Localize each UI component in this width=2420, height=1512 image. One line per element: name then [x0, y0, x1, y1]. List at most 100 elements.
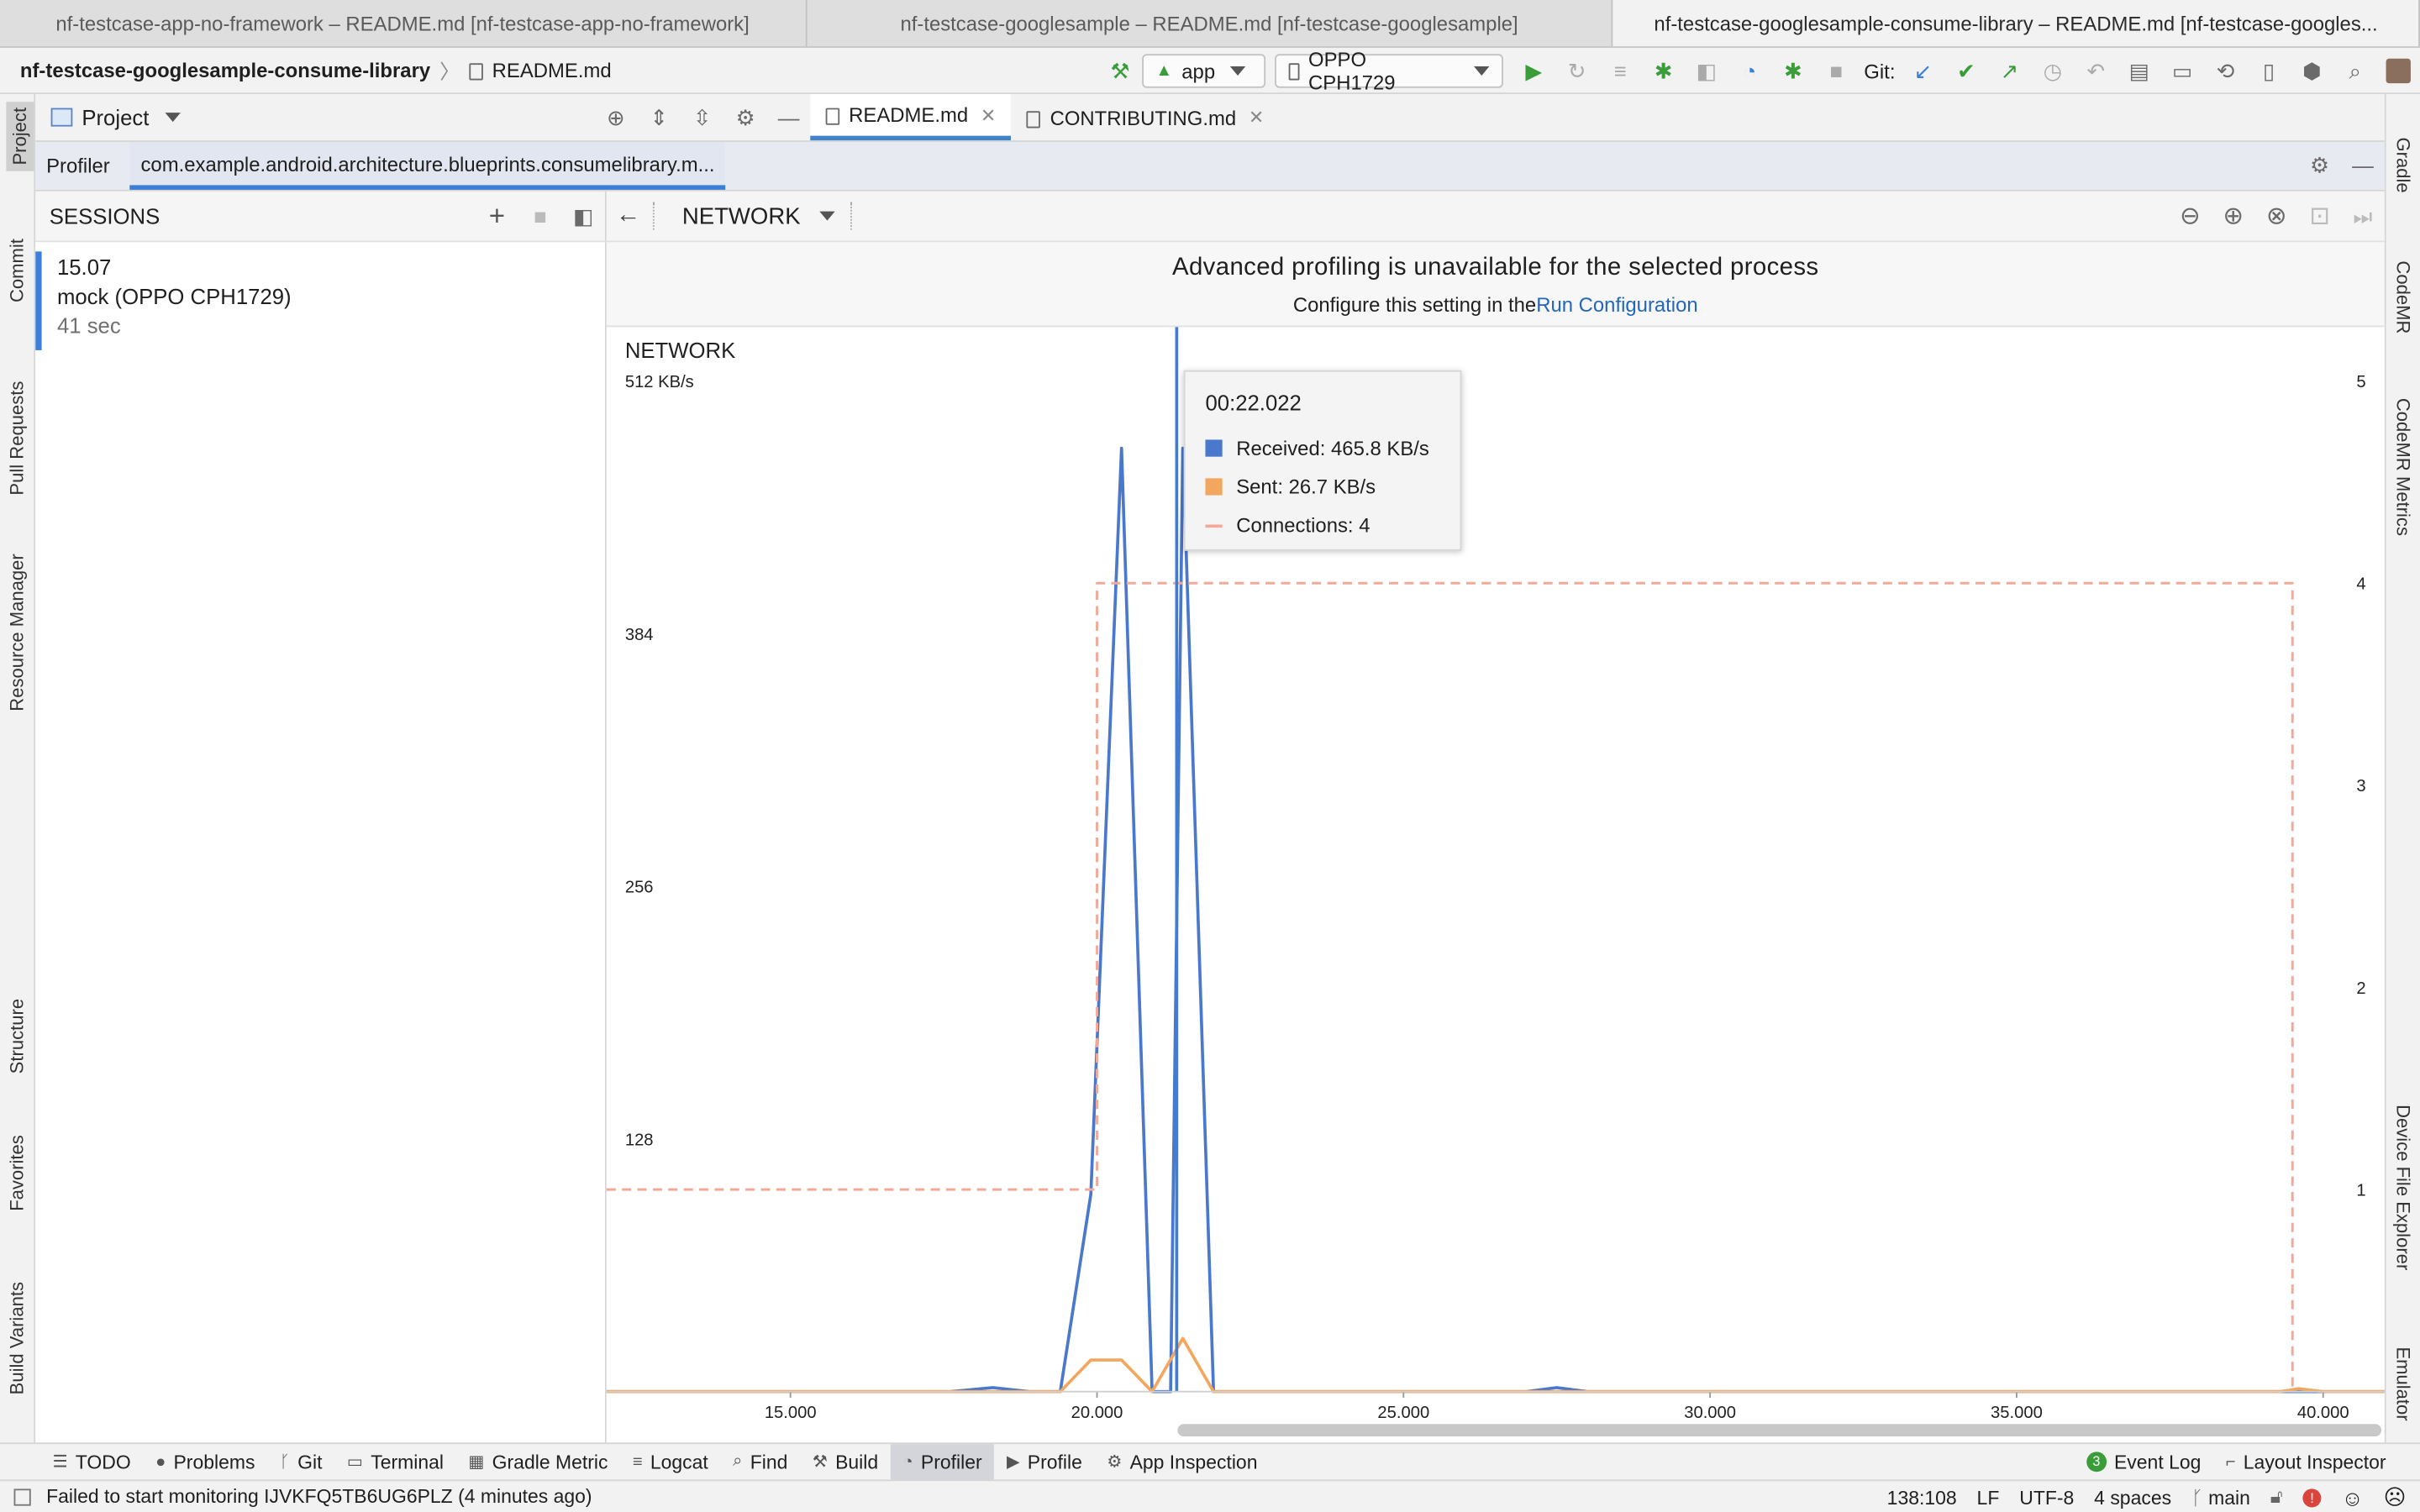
git-rollback-icon[interactable]: ↶ [2086, 57, 2106, 83]
window-tab-3[interactable]: nf-testcase-googlesample-consume-library… [1612, 0, 2420, 47]
side-tab-emulator[interactable]: Emulator [2391, 1347, 2414, 1421]
side-tab-pull-requests[interactable]: Pull Requests [6, 381, 29, 496]
run-icon[interactable]: ▶ [1525, 57, 1543, 83]
sync-gradle-icon[interactable]: ⟲ [2216, 57, 2235, 83]
sad-feedback-icon[interactable]: ☹ [2383, 1483, 2407, 1509]
avd-manager-icon[interactable]: ▯ [2262, 57, 2275, 83]
happy-feedback-icon[interactable]: ☺ [2341, 1484, 2364, 1510]
project-pane-header: Project ⊕ ⇕ ⇳ ⚙ — [35, 94, 811, 142]
zoom-to-selection-icon[interactable]: ⊡ [2309, 203, 2330, 230]
process-tab[interactable]: com.example.android.architecture.bluepri… [129, 141, 726, 190]
line-separator[interactable]: LF [1976, 1486, 2000, 1509]
editor-tab-readme[interactable]: README.md ✕ [810, 94, 1012, 141]
device-select[interactable]: OPPO CPH1729 [1274, 48, 1503, 94]
editor-tab-contributing[interactable]: CONTRIBUTING.md ✕ [1012, 94, 1280, 140]
bottom-tab-todo[interactable]: ☰ TODO [40, 1443, 144, 1480]
chevron-down-icon[interactable] [818, 211, 835, 221]
go-live-icon[interactable]: ⏭ [2353, 202, 2373, 228]
side-tab-codemr[interactable]: CodeMR [2391, 260, 2414, 334]
side-tab-structure[interactable]: Structure [6, 998, 29, 1074]
debug-icon[interactable]: ✱ [1654, 57, 1673, 83]
window-tab-2[interactable]: nf-testcase-googlesample – README.md [nf… [807, 0, 1613, 47]
bottom-tab-build[interactable]: ⚒ Build [800, 1443, 891, 1480]
apply-changes-icon[interactable]: ↻ [1567, 57, 1586, 83]
side-tab-project[interactable]: Project [6, 101, 34, 171]
git-commit-icon[interactable]: ✔ [1957, 57, 1975, 83]
git-history-icon[interactable]: ◷ [2043, 57, 2063, 83]
timeline-scrollbar[interactable] [1177, 1424, 2382, 1436]
stop-icon[interactable]: ■ [1829, 58, 1844, 84]
git-push-icon[interactable]: ↗ [2000, 57, 2019, 83]
file-icon [1027, 110, 1041, 128]
reset-zoom-icon[interactable]: ⊗ [2265, 203, 2287, 230]
event-log-tab[interactable]: 3 Event Log [2074, 1443, 2213, 1480]
error-icon[interactable]: ! [2302, 1488, 2322, 1507]
status-panel-icon[interactable] [13, 1488, 31, 1505]
layout-inspector-tab[interactable]: ⌐ Layout Inspector [2213, 1443, 2398, 1480]
apply-code-changes-icon[interactable]: ≡ [1613, 58, 1627, 84]
collapse-all-icon[interactable]: ⇳ [692, 103, 712, 129]
build-hammer-icon[interactable]: ⚒ [1110, 57, 1130, 83]
run-config-select[interactable]: ▲ app [1141, 54, 1265, 88]
bottom-tab-label: Git [297, 1451, 323, 1473]
bottom-tab-profiler[interactable]: ◔ Profiler [890, 1443, 995, 1481]
lock-icon[interactable]: 🔓︎ [2270, 1485, 2283, 1508]
project-view-select[interactable]: Project [82, 104, 150, 130]
network-chart[interactable]: NETWORK 512 KB/s 384 256 128 5 4 3 2 1 15.000 20.… [606, 240, 2385, 1442]
caret-position[interactable]: 138:108 [1886, 1486, 1957, 1509]
bottom-tab-app-inspection[interactable]: ⚙ App Inspection [1095, 1443, 1270, 1480]
device-manager-icon[interactable]: ▭ [2171, 57, 2193, 83]
attach-debugger-icon[interactable]: ◧ [1696, 57, 1718, 83]
add-session-icon[interactable]: + [488, 199, 506, 231]
attach-profiler-icon[interactable]: ✱ [1784, 57, 1802, 83]
series-received-line [606, 446, 2385, 1394]
side-tab-device-file-explorer[interactable]: Device File Explorer [2391, 1105, 2414, 1271]
close-icon[interactable]: ✕ [1248, 106, 1265, 129]
gear-icon[interactable]: ⚙ [2310, 151, 2330, 177]
window-tab-1[interactable]: nf-testcase-app-no-framework – README.md… [0, 0, 807, 47]
profile-icon[interactable]: ◔ [1743, 58, 1757, 84]
collapse-panel-icon[interactable]: ◧ [573, 202, 594, 228]
sdk-manager-icon[interactable]: ⬢ [2302, 57, 2322, 83]
bottom-tab-gradle-metric[interactable]: ▦ Gradle Metric [456, 1443, 620, 1480]
sessions-title: SESSIONS [49, 203, 160, 228]
side-tab-commit[interactable]: Commit [6, 239, 29, 302]
project-structure-icon[interactable]: ▤ [2128, 57, 2149, 83]
file-encoding[interactable]: UTF-8 [2019, 1486, 2075, 1509]
breadcrumb-project[interactable]: nf-testcase-googlesample-consume-library [19, 58, 431, 82]
git-label: Git: [1864, 59, 1896, 83]
bottom-tab-profile[interactable]: ▶ Profile [994, 1443, 1094, 1480]
side-tab-gradle[interactable]: Gradle [2391, 137, 2414, 193]
gear-icon[interactable]: ⚙ [735, 103, 755, 129]
bottom-tab-logcat[interactable]: ≡ Logcat [620, 1443, 720, 1480]
status-message[interactable]: Failed to start monitoring IJVKFQ5TB6UG6… [46, 1485, 592, 1508]
session-item[interactable]: 15.07 mock (OPPO CPH1729) 41 sec [35, 251, 607, 350]
git-update-icon[interactable]: ↙ [1913, 57, 1933, 83]
breadcrumb-file[interactable]: README.md [492, 58, 612, 82]
zoom-out-icon[interactable]: ⊖ [2179, 203, 2201, 230]
side-tab-build-variants[interactable]: Build Variants [6, 1282, 29, 1395]
locate-icon[interactable]: ⊕ [607, 103, 625, 129]
git-branch[interactable]: ᚴ main [2191, 1487, 2250, 1509]
expand-all-icon[interactable]: ⇕ [650, 103, 669, 129]
bottom-tab-find[interactable]: ⌕ Find [720, 1443, 800, 1480]
avatar[interactable] [2377, 48, 2420, 94]
close-icon[interactable]: ✕ [980, 103, 997, 126]
stop-session-icon[interactable]: ■ [534, 203, 547, 228]
zoom-in-icon[interactable]: ⊕ [2223, 203, 2244, 230]
bottom-tab-git[interactable]: ᚴ Git [267, 1443, 334, 1480]
hide-icon[interactable]: — [777, 104, 800, 130]
side-tab-codemr-metrics[interactable]: CodeMR Metrics [2391, 397, 2414, 536]
chevron-down-icon[interactable] [164, 113, 181, 123]
run-configuration-link[interactable]: Run Configuration [1536, 292, 1698, 317]
back-arrow-icon[interactable]: ← [615, 202, 641, 228]
indent-setting[interactable]: 4 spaces [2094, 1486, 2172, 1509]
monitor-select[interactable]: NETWORK [681, 202, 801, 229]
side-tab-favorites[interactable]: Favorites [6, 1135, 29, 1211]
bottom-tab-problems[interactable]: ● Problems [143, 1443, 267, 1480]
bottom-tab-terminal[interactable]: ▭ Terminal [334, 1443, 455, 1480]
profiler-tab[interactable]: Profiler [46, 154, 110, 178]
search-icon[interactable]: ⌕ [2349, 57, 2362, 83]
hide-icon[interactable]: — [2352, 152, 2374, 178]
side-tab-resource-manager[interactable]: Resource Manager [6, 554, 29, 711]
